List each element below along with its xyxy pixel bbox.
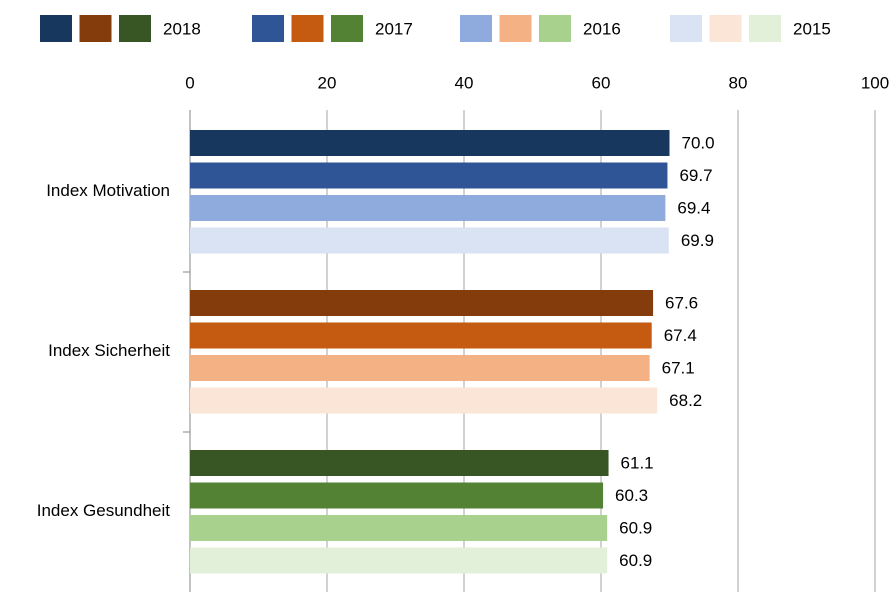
bar xyxy=(190,162,668,189)
x-tick-label: 100 xyxy=(861,73,889,92)
category-label: Index Motivation xyxy=(46,181,170,200)
legend-label: 2017 xyxy=(375,19,413,38)
legend-swatch xyxy=(40,15,72,42)
value-label: 68.2 xyxy=(669,391,702,410)
value-label: 60.9 xyxy=(619,518,652,537)
bar xyxy=(190,227,669,254)
legend-label: 2018 xyxy=(163,19,201,38)
value-label: 67.1 xyxy=(662,358,695,377)
legend-swatch xyxy=(252,15,284,42)
legend-swatch xyxy=(749,15,781,42)
x-tick-label: 40 xyxy=(455,73,474,92)
value-label: 60.3 xyxy=(615,486,648,505)
legend-swatch xyxy=(331,15,363,42)
bar xyxy=(190,482,604,509)
legend-swatch xyxy=(291,15,324,42)
legend-label: 2016 xyxy=(583,19,621,38)
value-label: 67.4 xyxy=(664,326,697,345)
value-label: 69.7 xyxy=(679,166,712,185)
x-tick-label: 80 xyxy=(729,73,748,92)
legend-swatch xyxy=(539,15,571,42)
legend-swatch xyxy=(499,15,532,42)
value-label: 70.0 xyxy=(682,133,715,152)
legend-swatch xyxy=(460,15,492,42)
bar xyxy=(190,387,658,414)
bar xyxy=(190,355,650,381)
bar xyxy=(190,547,608,574)
bar xyxy=(190,195,666,221)
legend-label: 2015 xyxy=(793,19,831,38)
bar xyxy=(190,515,608,541)
bar xyxy=(190,450,609,476)
legend-swatch xyxy=(709,15,742,42)
value-label: 69.9 xyxy=(681,231,714,250)
category-label: Index Gesundheit xyxy=(37,501,171,520)
bar xyxy=(190,290,654,316)
bar xyxy=(190,130,670,156)
category-label: Index Sicherheit xyxy=(48,341,170,360)
x-tick-label: 20 xyxy=(318,73,337,92)
legend-swatch xyxy=(119,15,151,42)
value-label: 61.1 xyxy=(621,453,654,472)
legend-swatch xyxy=(670,15,702,42)
x-tick-label: 0 xyxy=(185,73,194,92)
value-label: 69.4 xyxy=(677,198,710,217)
x-tick-label: 60 xyxy=(592,73,611,92)
legend-swatch xyxy=(79,15,112,42)
bar xyxy=(190,322,652,349)
value-label: 60.9 xyxy=(619,551,652,570)
value-label: 67.6 xyxy=(665,293,698,312)
